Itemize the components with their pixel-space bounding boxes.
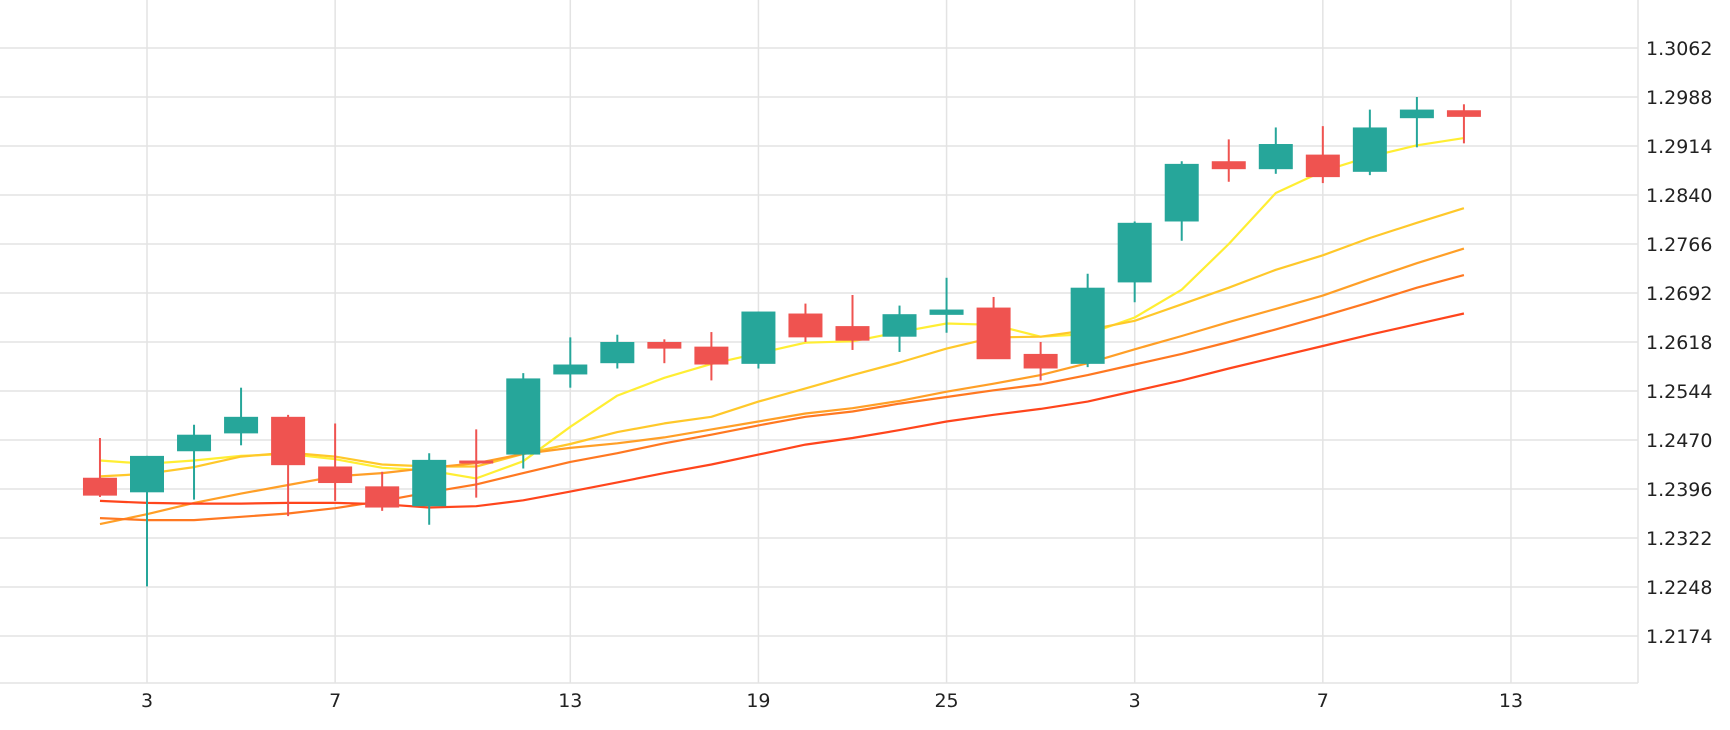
candle — [553, 337, 588, 388]
x-tick-label: 25 — [934, 690, 958, 712]
y-tick-label: 1.2766 — [1646, 234, 1712, 256]
candles — [82, 97, 1481, 587]
candle — [600, 334, 635, 369]
candle-body — [365, 486, 400, 508]
candle-body — [1070, 287, 1105, 364]
candle — [1070, 273, 1105, 368]
candle-body — [1023, 353, 1058, 369]
x-tick-label: 7 — [329, 690, 341, 712]
x-tick-label: 3 — [1129, 690, 1141, 712]
candle — [1164, 161, 1199, 241]
candle — [976, 296, 1011, 360]
candle — [177, 424, 212, 500]
candle-body — [1399, 109, 1434, 119]
moving-averages — [99, 137, 1465, 526]
candle-body — [412, 459, 447, 507]
y-tick-label: 1.2322 — [1646, 528, 1712, 550]
axes: 1.3062 1.2988 1.2914 1.2840 1.2766 1.2692 1.26… — [141, 38, 1713, 712]
moving-average-line — [99, 137, 1465, 480]
candle — [365, 471, 400, 511]
y-tick-label: 1.2396 — [1646, 479, 1712, 501]
candle — [318, 423, 353, 501]
candle-body — [318, 466, 353, 484]
y-tick-label: 1.2988 — [1646, 87, 1712, 109]
candle-body — [1164, 163, 1199, 222]
x-tick-label: 13 — [1499, 690, 1523, 712]
x-tick-label: 3 — [141, 690, 153, 712]
x-tick-label: 19 — [746, 690, 770, 712]
candle — [647, 339, 682, 364]
y-tick-label: 1.2174 — [1646, 626, 1712, 648]
candle — [835, 294, 870, 350]
x-tick-label: 13 — [558, 690, 582, 712]
y-tick-label: 1.2470 — [1646, 430, 1712, 452]
candle-body — [459, 460, 494, 464]
candle — [1399, 97, 1434, 148]
moving-average-line — [99, 274, 1465, 522]
candle-body — [882, 314, 917, 337]
candle-body — [1211, 161, 1246, 170]
candle — [130, 455, 164, 587]
candle — [459, 429, 494, 498]
candle — [788, 303, 823, 342]
candle-body — [1352, 127, 1387, 172]
candle — [882, 305, 917, 352]
candle — [271, 414, 306, 517]
y-tick-label: 1.3062 — [1646, 38, 1712, 60]
candle-body — [271, 416, 306, 466]
candle-body — [1258, 144, 1293, 170]
candle — [929, 277, 964, 333]
y-tick-label: 1.2914 — [1646, 136, 1712, 158]
candle-body — [82, 477, 117, 496]
candle — [506, 373, 541, 469]
candle — [1446, 104, 1481, 144]
candle-body — [600, 342, 635, 364]
candle-body — [976, 307, 1011, 360]
candle — [1211, 139, 1246, 182]
candle-body — [1305, 154, 1340, 178]
candle-body — [835, 326, 870, 341]
candle-body — [224, 416, 259, 434]
candle — [1305, 126, 1340, 184]
y-tick-label: 1.2692 — [1646, 283, 1712, 305]
y-tick-label: 1.2840 — [1646, 185, 1712, 207]
candle — [224, 387, 259, 446]
candle-body — [741, 311, 776, 364]
candle-body — [130, 455, 164, 493]
candle-body — [506, 378, 541, 455]
x-tick-label: 7 — [1317, 690, 1329, 712]
candle-body — [553, 364, 588, 375]
moving-average-line — [99, 312, 1465, 509]
candle — [1258, 127, 1293, 174]
candle-body — [647, 342, 682, 349]
candle — [694, 332, 729, 381]
candle-body — [177, 434, 212, 452]
candle-body — [788, 313, 823, 338]
candle-body — [929, 309, 964, 315]
moving-average-line — [99, 207, 1465, 478]
candle-body — [1117, 222, 1152, 283]
candle — [1117, 221, 1152, 303]
candle — [1352, 109, 1387, 176]
candle-body — [1446, 110, 1481, 117]
y-tick-label: 1.2618 — [1646, 332, 1712, 354]
candle — [741, 311, 776, 369]
candle-body — [694, 346, 729, 365]
moving-average-line — [99, 247, 1465, 526]
candle — [1023, 342, 1058, 381]
candle — [82, 438, 117, 497]
candle — [412, 453, 447, 525]
y-tick-label: 1.2544 — [1646, 381, 1712, 403]
y-tick-label: 1.2248 — [1646, 577, 1712, 599]
